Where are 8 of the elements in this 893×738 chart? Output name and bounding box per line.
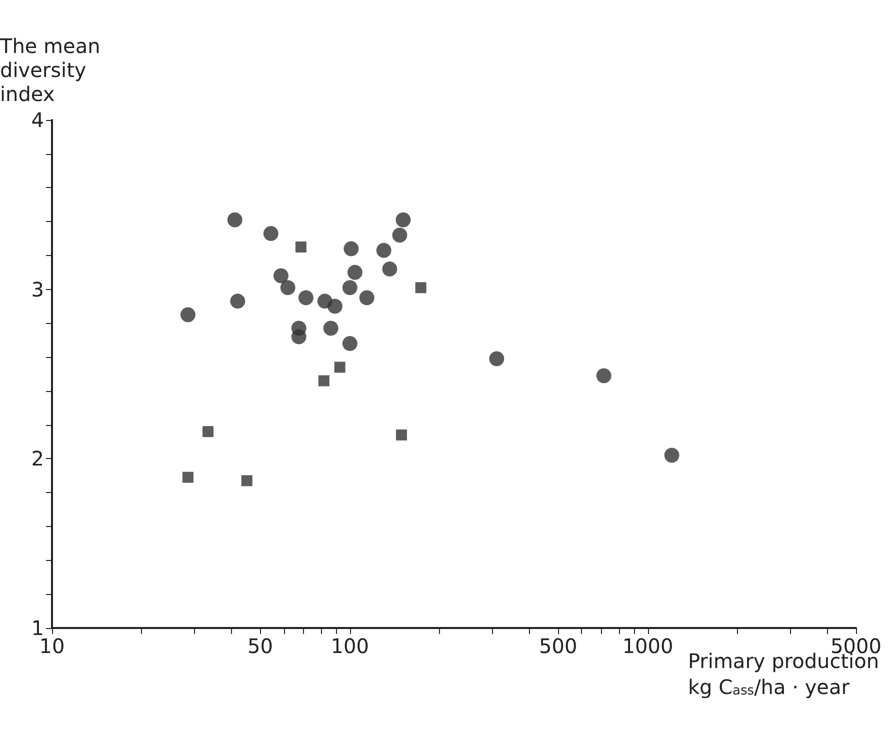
x-tick-label: 50 <box>247 634 273 658</box>
x-tick-label: 500 <box>539 634 578 658</box>
y-tick-label: 4 <box>31 108 44 132</box>
x-tick-label: 1000 <box>622 634 674 658</box>
y-tick-label: 2 <box>31 446 44 471</box>
x-tick-label: 100 <box>330 634 369 658</box>
y-tick-label: 3 <box>31 277 44 302</box>
y-axis-title: The mean diversity index <box>0 34 100 106</box>
